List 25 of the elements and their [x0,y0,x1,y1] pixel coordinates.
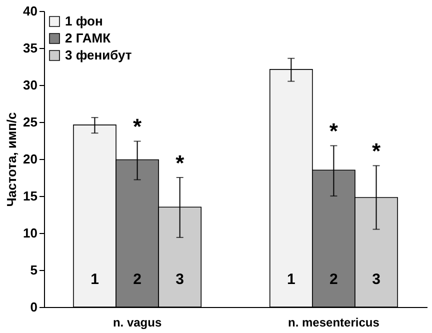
annotation: 1 [90,271,99,288]
annotation: 2 [330,271,338,288]
y-tick-label: 25 [23,114,38,130]
legend-label: 2 ГАМК [65,30,111,46]
y-tick-label: 15 [23,188,38,204]
x-tick-label: n. mesentericus [288,316,380,330]
y-tick-label: 0 [30,300,38,314]
y-axis-title: Частота, имп/с [4,112,20,207]
y-tick-label: 40 [23,4,38,18]
annotation: 3 [176,271,184,288]
y-tick-label: 20 [23,152,38,166]
annotation: 3 [372,271,380,288]
annotation: 1 [286,271,296,288]
data-label: * [176,150,185,176]
data-label: * [329,118,338,144]
x-tick-label: n. vagus [112,316,162,330]
annotation: 2 [133,271,142,288]
y-tick-label: 30 [23,78,38,92]
data-label: * [133,114,142,140]
data-label: * [372,138,381,164]
legend-label: 1 фон [65,14,103,28]
y-tick-label: 10 [23,226,38,240]
y-tick-label: 35 [23,40,38,56]
legend-label: 3 фенибут [65,48,132,62]
y-tick-label: 5 [30,262,38,278]
